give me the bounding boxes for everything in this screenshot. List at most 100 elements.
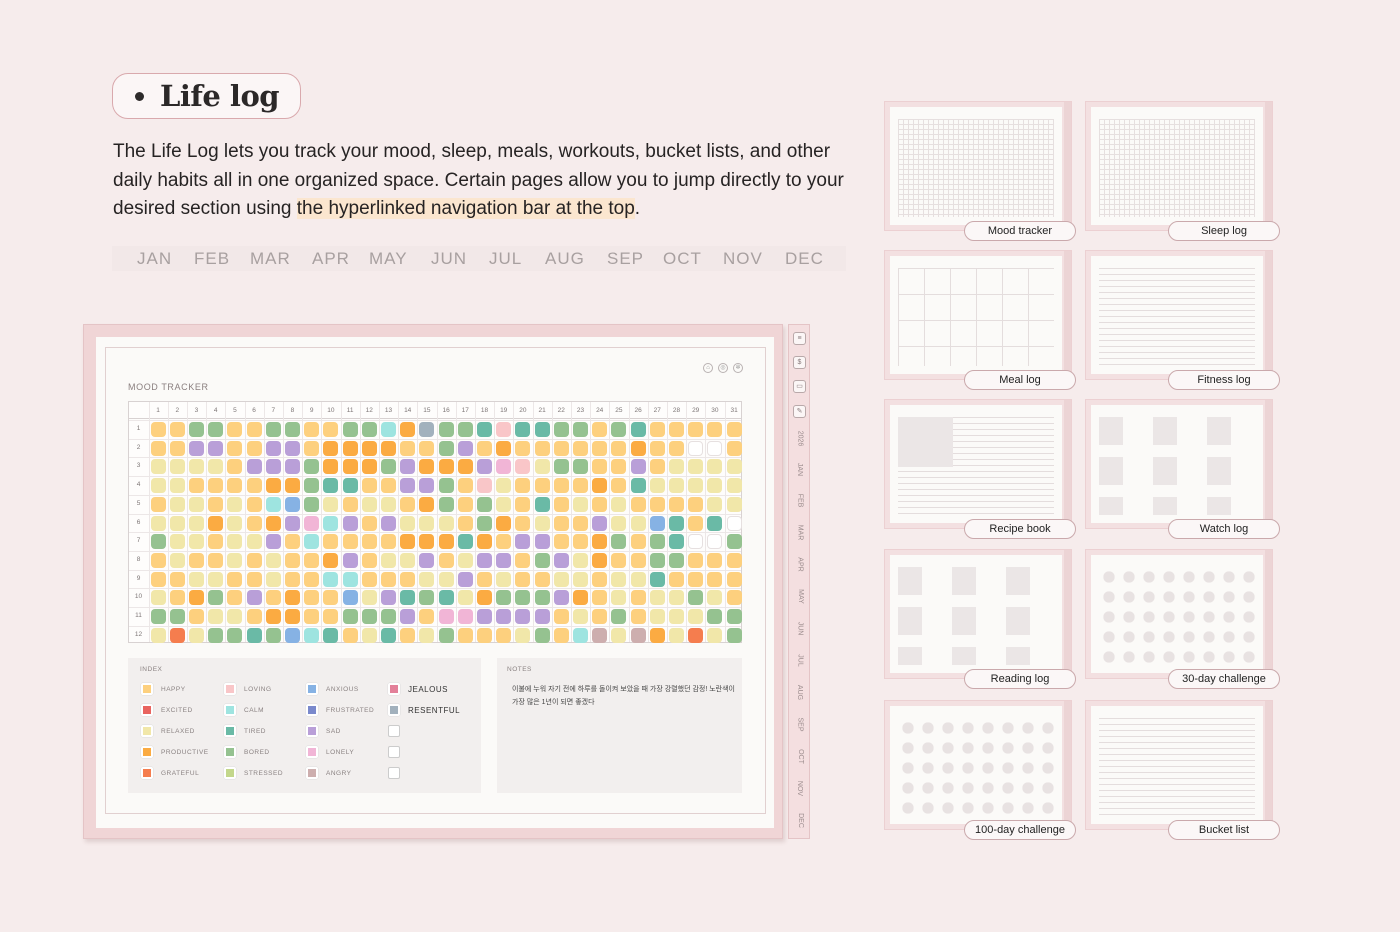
mood-cell[interactable] (649, 422, 665, 437)
mood-cell[interactable] (553, 552, 569, 568)
mood-cell[interactable] (630, 478, 646, 494)
mood-cell[interactable] (476, 422, 492, 437)
mood-cell[interactable] (323, 515, 339, 531)
mood-cell[interactable] (592, 534, 608, 550)
mood-cell[interactable] (592, 627, 608, 643)
mood-cell[interactable] (361, 627, 377, 643)
mood-cell[interactable] (400, 459, 416, 475)
mood-cell[interactable] (208, 515, 224, 531)
mood-cell[interactable] (419, 534, 435, 550)
month-link-oct[interactable]: OCT (663, 248, 702, 268)
mood-cell[interactable] (611, 496, 627, 512)
month-link-jun[interactable]: JUN (431, 248, 468, 268)
mood-cell[interactable] (284, 440, 300, 456)
side-tab-jan[interactable]: JAN (789, 463, 811, 476)
mood-cell[interactable] (342, 590, 358, 606)
mood-cell[interactable] (438, 440, 454, 456)
mood-cell[interactable] (496, 627, 512, 643)
mood-cell[interactable] (342, 459, 358, 475)
mood-cell[interactable] (496, 552, 512, 568)
mood-cell[interactable] (649, 478, 665, 494)
month-link-jan[interactable]: JAN (137, 248, 173, 268)
mood-cell[interactable] (361, 496, 377, 512)
mood-cell[interactable] (342, 478, 358, 494)
mood-cell[interactable] (227, 552, 243, 568)
mood-cell[interactable] (169, 627, 185, 643)
thumbnail-30-day-challenge[interactable]: 30-day challenge (1085, 549, 1280, 689)
mood-cell[interactable] (323, 422, 339, 437)
side-tab-jul[interactable]: JUL (789, 654, 811, 666)
mood-cell[interactable] (726, 534, 742, 550)
mood-cell[interactable] (592, 422, 608, 437)
mood-cell[interactable] (246, 440, 262, 456)
mood-cell[interactable] (592, 459, 608, 475)
mood-cell[interactable] (188, 571, 204, 587)
mood-cell[interactable] (246, 609, 262, 624)
mood-cell[interactable] (400, 440, 416, 456)
mood-cell[interactable] (265, 422, 281, 437)
mood-cell[interactable] (169, 440, 185, 456)
month-link-dec[interactable]: DEC (785, 248, 824, 268)
mood-cell[interactable] (476, 609, 492, 624)
mood-cell[interactable] (246, 571, 262, 587)
mood-cell[interactable] (438, 609, 454, 624)
mood-cell[interactable] (246, 552, 262, 568)
mood-cell[interactable] (284, 459, 300, 475)
mood-cell[interactable] (188, 459, 204, 475)
mood-cell[interactable] (400, 478, 416, 494)
mood-cell[interactable] (630, 590, 646, 606)
mood-cell[interactable] (553, 590, 569, 606)
mood-cell[interactable] (572, 534, 588, 550)
notebook-icon[interactable]: ▭ (793, 380, 806, 393)
mood-cell[interactable] (342, 496, 358, 512)
mood-cell[interactable] (707, 422, 723, 437)
mood-cell[interactable] (688, 552, 704, 568)
mood-cell[interactable] (169, 478, 185, 494)
mood-cell[interactable] (553, 440, 569, 456)
thumbnail-mood-tracker[interactable]: Mood tracker (884, 101, 1076, 241)
mood-cell[interactable] (649, 459, 665, 475)
mood-cell[interactable] (419, 478, 435, 494)
mood-cell[interactable] (400, 496, 416, 512)
mood-cell[interactable] (380, 478, 396, 494)
mood-cell[interactable] (438, 515, 454, 531)
mood-cell[interactable] (515, 496, 531, 512)
mood-cell[interactable] (534, 627, 550, 643)
mood-cell[interactable] (707, 496, 723, 512)
mood-cell[interactable] (265, 459, 281, 475)
mood-cell[interactable] (227, 534, 243, 550)
mood-cell[interactable] (150, 627, 166, 643)
mood-cell[interactable] (476, 440, 492, 456)
mood-cell[interactable] (668, 534, 684, 550)
mood-cell[interactable] (726, 515, 742, 531)
mood-cell[interactable] (630, 609, 646, 624)
mood-cell[interactable] (380, 534, 396, 550)
mood-cell[interactable] (515, 609, 531, 624)
mood-cell[interactable] (611, 590, 627, 606)
mood-cell[interactable] (361, 422, 377, 437)
globe-icon[interactable]: ◎ (718, 363, 728, 373)
mood-cell[interactable] (630, 459, 646, 475)
mood-cell[interactable] (457, 440, 473, 456)
mood-cell[interactable] (534, 440, 550, 456)
mood-cell[interactable] (188, 609, 204, 624)
mood-cell[interactable] (150, 478, 166, 494)
mood-cell[interactable] (400, 590, 416, 606)
mood-cell[interactable] (304, 534, 320, 550)
mood-cell[interactable] (284, 534, 300, 550)
mood-cell[interactable] (169, 590, 185, 606)
mood-cell[interactable] (688, 496, 704, 512)
mood-cell[interactable] (515, 478, 531, 494)
mood-cell[interactable] (476, 627, 492, 643)
side-tab-mar[interactable]: MAR (789, 525, 811, 541)
mood-cell[interactable] (265, 609, 281, 624)
mood-cell[interactable] (457, 627, 473, 643)
mood-cell[interactable] (515, 627, 531, 643)
mood-cell[interactable] (438, 478, 454, 494)
mood-cell[interactable] (649, 515, 665, 531)
mood-cell[interactable] (688, 534, 704, 550)
mood-cell[interactable] (457, 552, 473, 568)
mood-cell[interactable] (188, 440, 204, 456)
mood-cell[interactable] (380, 627, 396, 643)
mood-cell[interactable] (611, 440, 627, 456)
